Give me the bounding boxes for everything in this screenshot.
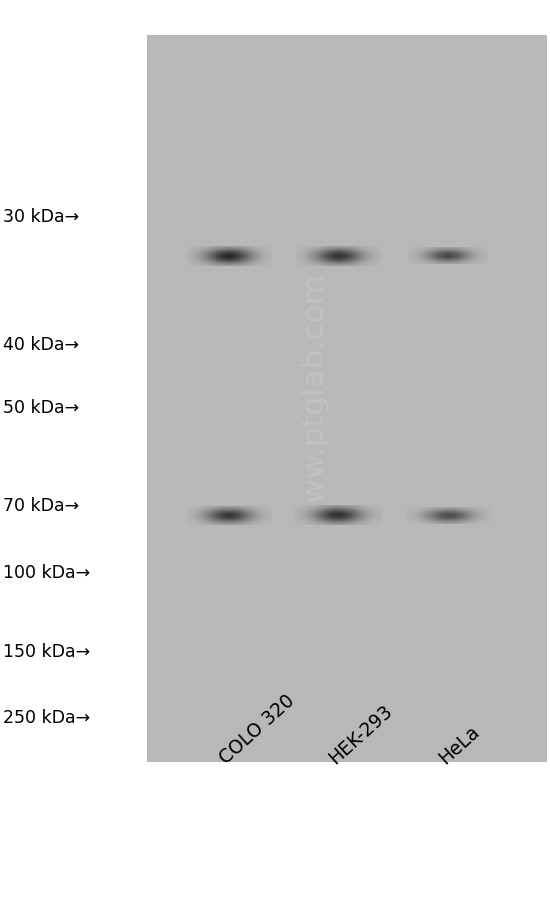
- Text: www.ptglab.com: www.ptglab.com: [300, 272, 329, 526]
- Text: COLO 320: COLO 320: [216, 690, 298, 767]
- Text: 50 kDa→: 50 kDa→: [3, 399, 79, 417]
- Text: 250 kDa→: 250 kDa→: [3, 708, 90, 726]
- Text: 150 kDa→: 150 kDa→: [3, 642, 90, 660]
- Text: HEK-293: HEK-293: [326, 700, 397, 767]
- Text: 30 kDa→: 30 kDa→: [3, 207, 79, 226]
- Text: 70 kDa→: 70 kDa→: [3, 496, 79, 514]
- Bar: [147, 36, 547, 762]
- Text: 100 kDa→: 100 kDa→: [3, 564, 90, 582]
- Text: 40 kDa→: 40 kDa→: [3, 336, 79, 354]
- Text: HeLa: HeLa: [436, 721, 483, 767]
